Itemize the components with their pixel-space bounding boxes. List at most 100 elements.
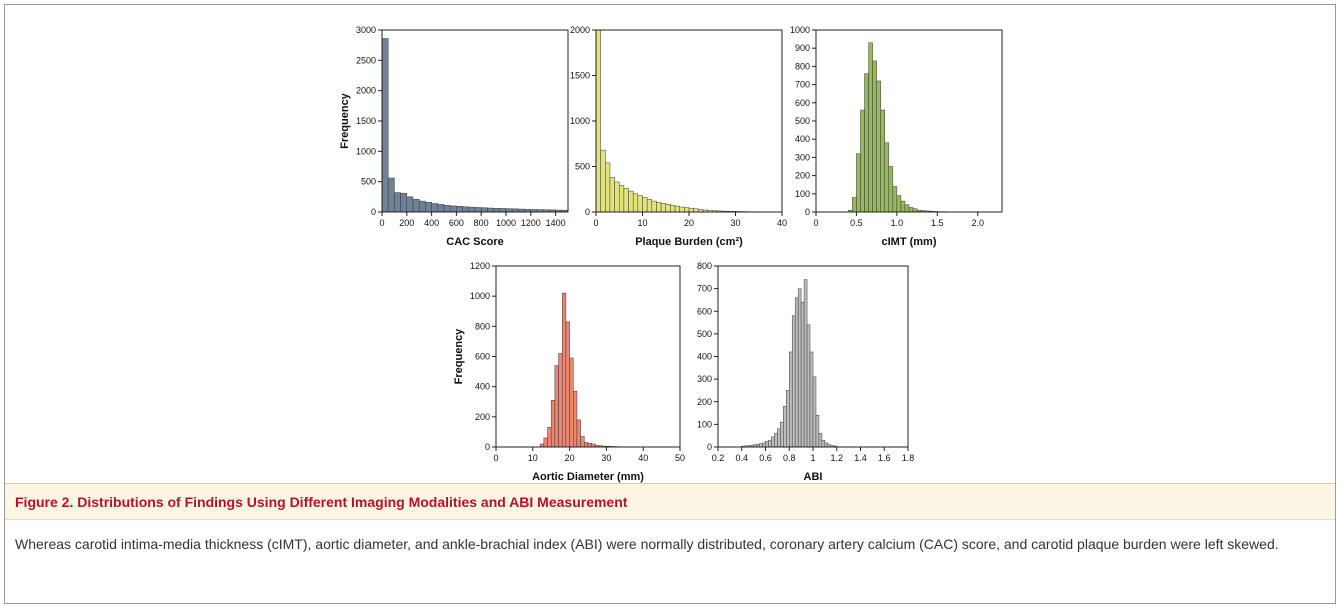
histogram-bar — [809, 351, 814, 448]
x-axis-label: Plaque Burden (cm²) — [635, 236, 743, 248]
y-tick-label: 300 — [795, 152, 810, 162]
histogram-bar — [561, 292, 567, 448]
histogram-bar — [789, 351, 793, 448]
histogram-bar — [406, 196, 414, 213]
histogram-bar — [614, 181, 620, 213]
histogram-bar — [679, 206, 685, 213]
histogram-bar — [783, 406, 787, 448]
histogram-bar — [660, 203, 666, 213]
x-tick-label: 600 — [449, 218, 464, 228]
histogram-bar — [600, 149, 606, 213]
plot-frame — [381, 29, 569, 213]
y-tick-label: 500 — [361, 177, 376, 187]
x-axis-label: Aortic Diameter (mm) — [532, 471, 644, 483]
chart-plaque: 0 500 1000 1500 2000 0 10 20 30 40 Plaque Burden (… — [570, 25, 787, 248]
histogram-bar — [499, 208, 507, 213]
x-tick-label: 30 — [601, 453, 611, 463]
histogram-bar — [412, 199, 420, 213]
histogram-bar — [431, 203, 439, 213]
histogram-bar — [543, 437, 548, 448]
y-tick-label: 0 — [585, 207, 590, 217]
histogram-bar — [896, 195, 902, 213]
plot-frame — [815, 29, 1003, 213]
x-tick-label: 10 — [637, 218, 647, 228]
histogram-bar — [425, 202, 432, 213]
x-tick-label: 50 — [675, 453, 685, 463]
y-tick-label: 500 — [697, 329, 712, 339]
histogram-bar — [768, 439, 772, 448]
x-axis-label: cIMT (mm) — [882, 236, 937, 248]
y-tick-label: 1000 — [356, 146, 376, 156]
histogram-bar — [443, 205, 451, 213]
y-tick-label: 400 — [475, 382, 490, 392]
y-tick-label: 700 — [795, 80, 810, 90]
x-tick-label: 0 — [379, 218, 384, 228]
figure-frame: 0 500 1000 1500 2000 2500 3000 0 200 400 600 800 100… — [4, 4, 1336, 604]
histogram-bar — [876, 80, 881, 213]
histogram-bar — [759, 443, 763, 448]
y-tick-label: 3000 — [356, 25, 376, 35]
histogram-bar — [803, 279, 808, 448]
x-tick-label: 20 — [684, 218, 694, 228]
histogram-bar — [637, 195, 643, 213]
y-axis-label: Frequency — [339, 92, 351, 149]
figure-label: Figure 2. — [15, 494, 74, 510]
y-tick-label: 0 — [805, 207, 810, 217]
x-tick-label: 0.5 — [850, 218, 863, 228]
histogram-bar — [587, 442, 592, 448]
histogram-bar — [684, 207, 690, 213]
histogram-bar — [765, 441, 769, 448]
x-tick-label: 1400 — [546, 218, 566, 228]
x-tick-label: 0.6 — [759, 453, 772, 463]
histogram-bar — [576, 419, 581, 448]
caption-title-bar: Figure 2. Distributions of Findings Usin… — [5, 483, 1335, 520]
histogram-bar — [468, 206, 476, 213]
y-tick-label: 400 — [697, 352, 712, 362]
y-tick-label: 2000 — [570, 25, 590, 35]
y-tick-label: 100 — [795, 189, 810, 199]
histogram-bar — [387, 177, 395, 213]
y-tick-label: 600 — [475, 352, 490, 362]
x-tick-label: 1200 — [521, 218, 541, 228]
histogram-bar — [381, 38, 389, 213]
x-tick-label: 40 — [777, 218, 787, 228]
y-tick-label: 2000 — [356, 86, 376, 96]
y-tick-label: 0 — [707, 442, 712, 452]
x-axis-label: CAC Score — [446, 236, 503, 248]
histogram-bar — [872, 60, 877, 213]
x-tick-label: 0 — [493, 453, 498, 463]
histogram-bar — [569, 357, 574, 448]
y-tick-label: 600 — [795, 98, 810, 108]
histogram-bar — [619, 185, 625, 213]
histogram-bar — [806, 324, 811, 448]
figure-caption-body: Whereas carotid intima-media thickness (… — [15, 536, 1279, 552]
chart-abi: 0 100 200 300 400 500 600 700 800 0.2 0.4 0.6 0.8 1 1.… — [697, 261, 914, 483]
histogram-bar — [580, 436, 585, 448]
y-tick-label: 500 — [795, 116, 810, 126]
histogram-bar — [884, 142, 890, 213]
histogram-bar — [665, 204, 671, 213]
histogram-bar — [880, 109, 885, 213]
chart-cac: 0 500 1000 1500 2000 2500 3000 0 200 400 600 800 100… — [339, 25, 569, 248]
histogram-bar — [774, 433, 778, 448]
y-axis-label: Frequency — [453, 328, 465, 385]
y-tick-label: 200 — [795, 171, 810, 181]
histogram-bar — [456, 205, 463, 213]
histogram-bar — [777, 428, 781, 448]
histogram-bar — [656, 202, 662, 213]
histogram-bar — [573, 390, 578, 448]
histogram-bar — [852, 197, 857, 213]
histogram-bar — [771, 436, 775, 448]
x-tick-label: 10 — [528, 453, 538, 463]
y-tick-label: 1000 — [470, 291, 490, 301]
x-tick-label: 1000 — [496, 218, 516, 228]
histogram-bar — [824, 442, 829, 448]
histogram-bar — [856, 153, 861, 213]
histogram-bar — [584, 442, 589, 448]
histogram-bar — [550, 399, 556, 448]
histogram-bar — [780, 421, 784, 448]
x-tick-label: 1.6 — [878, 453, 891, 463]
histogram-bar — [812, 376, 817, 448]
y-tick-label: 1200 — [470, 261, 490, 271]
x-tick-label: 1.5 — [931, 218, 944, 228]
